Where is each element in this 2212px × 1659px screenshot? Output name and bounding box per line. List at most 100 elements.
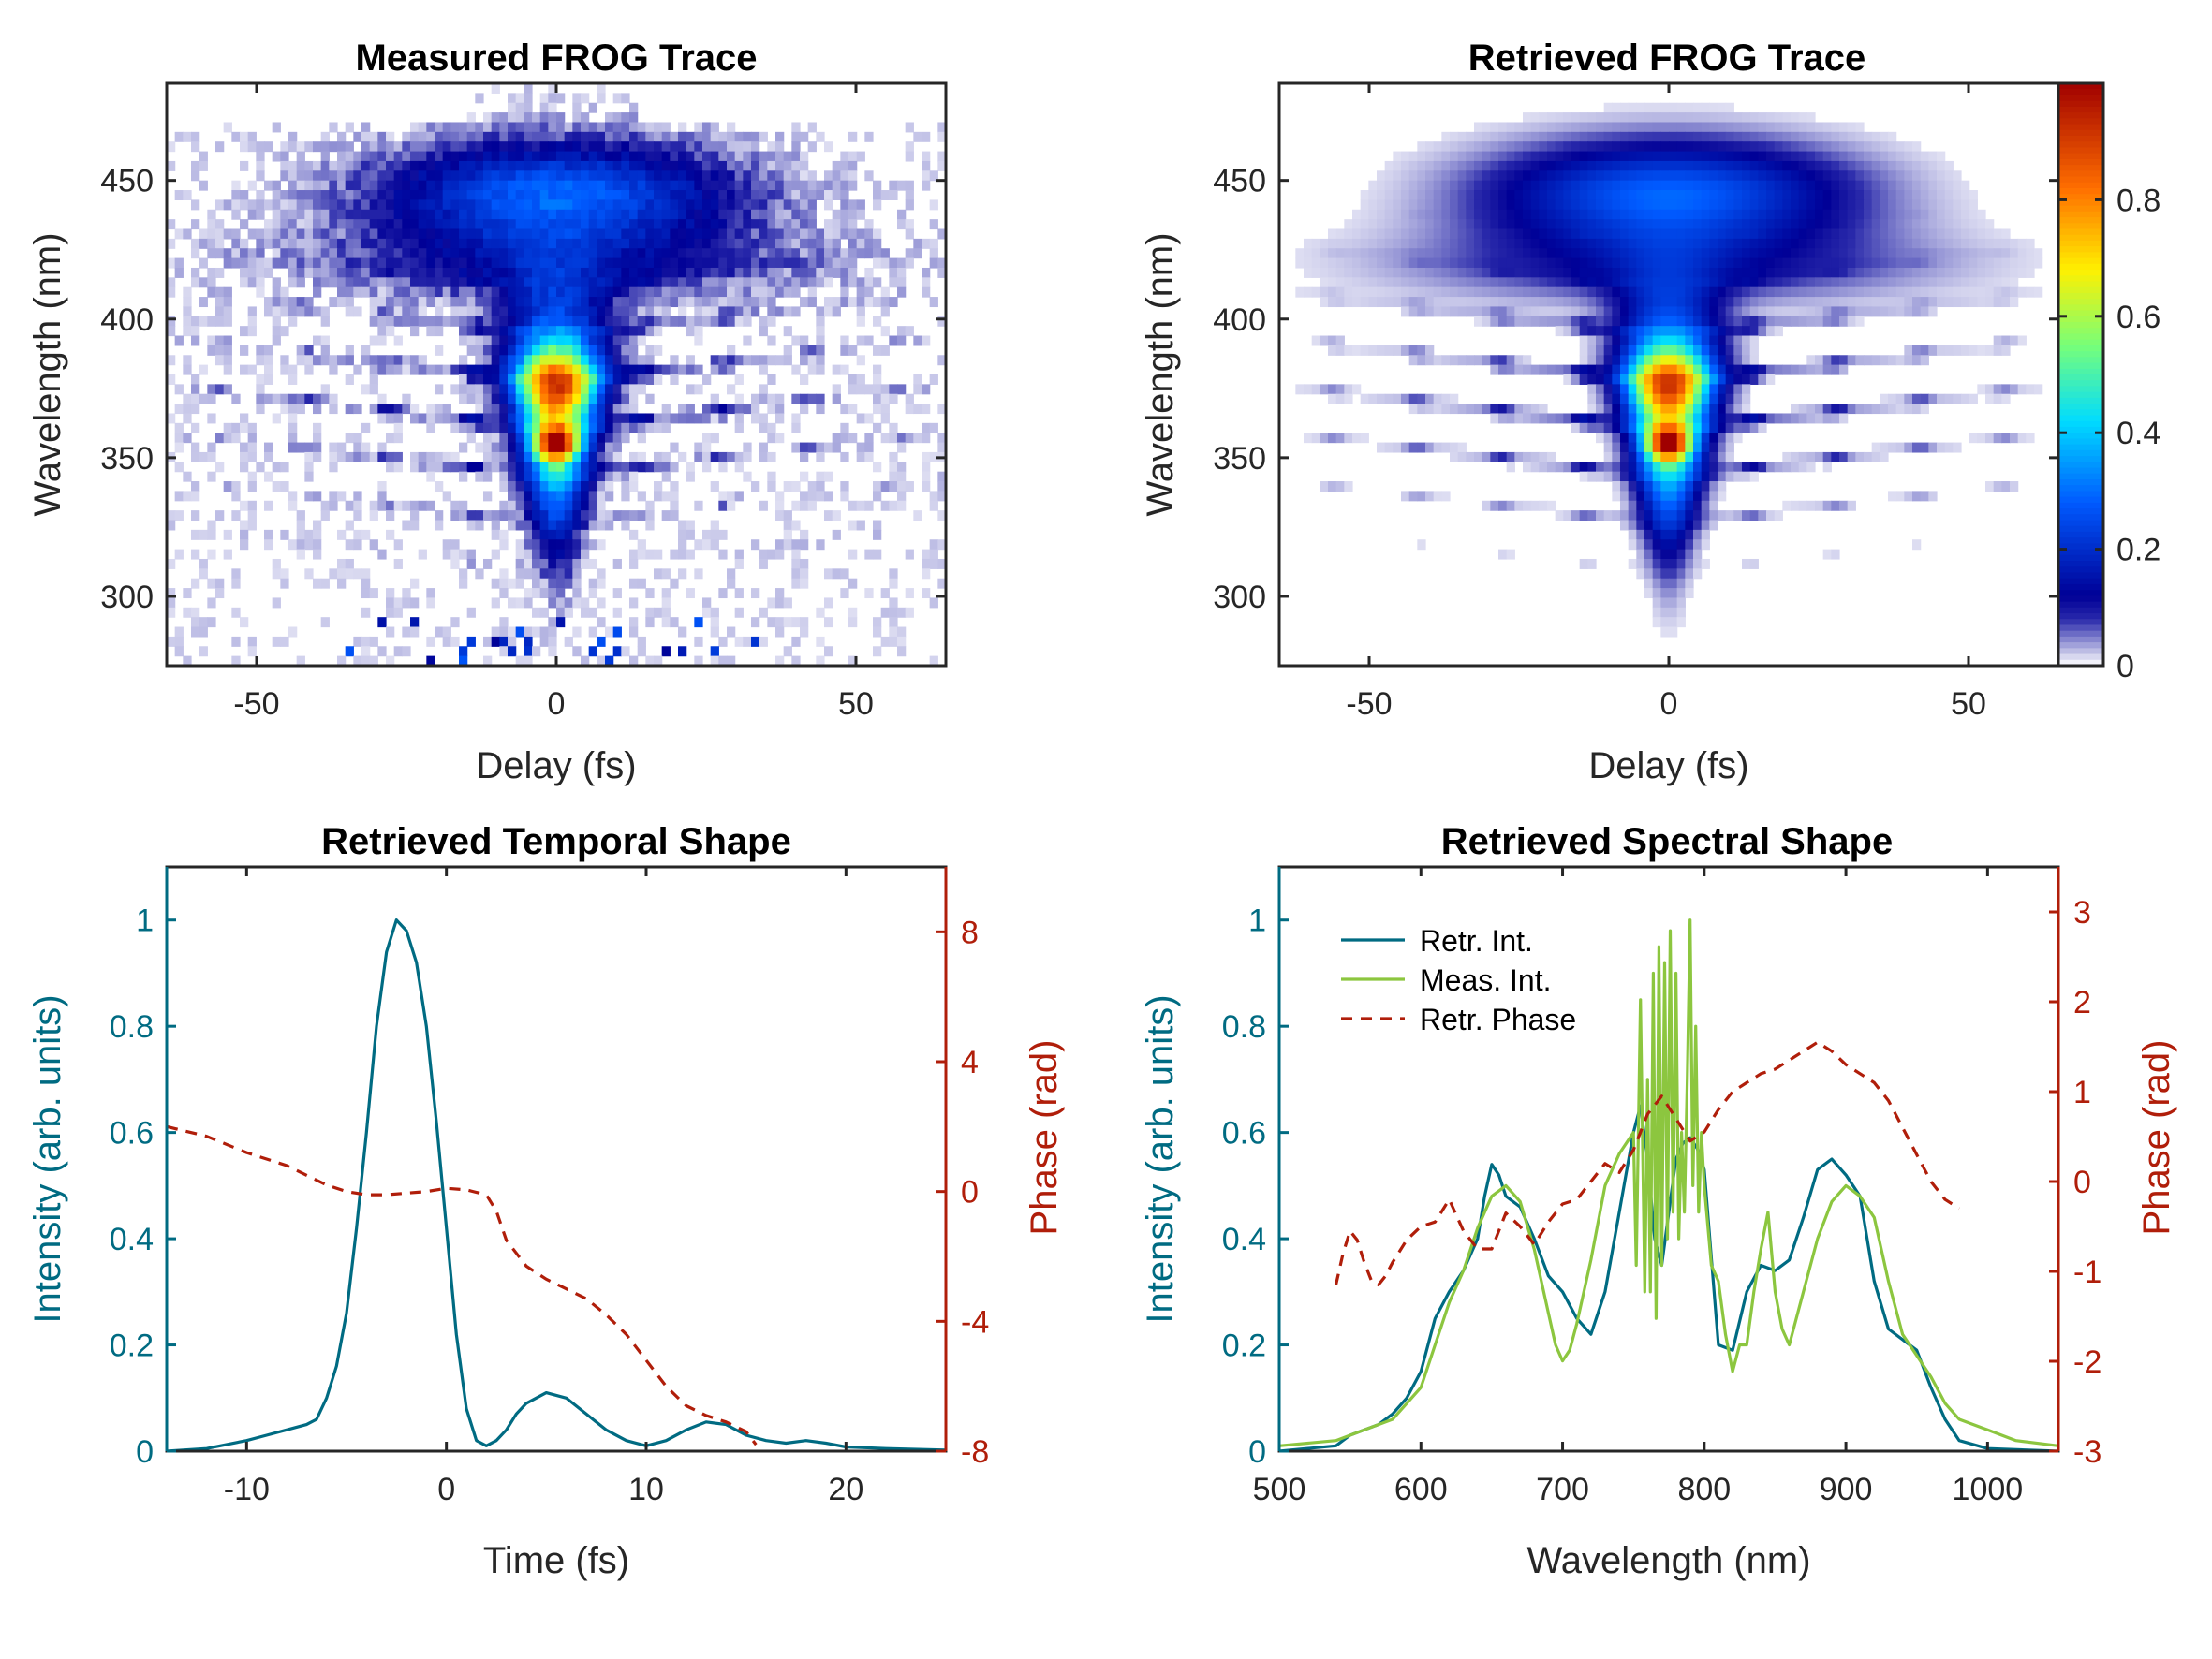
heatmap-cell <box>1523 228 1532 240</box>
heatmap-cell <box>637 491 646 502</box>
heatmap-cell <box>1295 257 1305 269</box>
heatmap-cell <box>661 180 671 191</box>
heatmap-cell <box>848 549 858 560</box>
heatmap-cell <box>491 529 500 540</box>
heatmap-cell <box>937 558 947 569</box>
heatmap-cell <box>1644 326 1654 337</box>
heatmap-cell <box>743 316 752 327</box>
heatmap-cell <box>1904 219 1913 230</box>
heatmap-cell <box>727 257 736 269</box>
heatmap-cell <box>588 335 597 346</box>
heatmap-cell <box>1806 297 1816 308</box>
heatmap-cell <box>759 190 768 200</box>
heatmap-cell <box>937 151 947 162</box>
heatmap-cell <box>508 384 517 395</box>
heatmap-cell <box>386 238 395 249</box>
heatmap-cell <box>1758 326 1767 337</box>
heatmap-cell <box>491 316 500 327</box>
heatmap-cell <box>816 277 825 288</box>
heatmap-cell <box>743 131 752 142</box>
heatmap-cell <box>743 180 752 191</box>
heatmap-cell <box>361 209 371 220</box>
heatmap-cell <box>1311 335 1320 346</box>
heatmap-cell <box>418 257 427 269</box>
heatmap-cell <box>539 190 549 200</box>
heatmap-cell <box>694 122 703 133</box>
heatmap-cell <box>1563 209 1572 220</box>
heatmap-cell <box>1895 286 1905 298</box>
heatmap-cell <box>1620 199 1630 211</box>
heatmap-cell <box>588 422 597 433</box>
heatmap-cell <box>320 141 330 153</box>
heatmap-cell <box>515 384 524 395</box>
heatmap-cell <box>751 393 760 404</box>
heatmap-cell <box>231 257 241 269</box>
heatmap-cell <box>386 529 395 540</box>
heatmap-cell <box>1791 170 1800 182</box>
heatmap-cell <box>1693 160 1703 171</box>
heatmap-cell <box>1644 112 1654 124</box>
heatmap-cell <box>588 248 597 259</box>
heatmap-cell <box>889 578 898 589</box>
heatmap-cell <box>1587 151 1597 162</box>
heatmap-cell <box>1693 374 1703 385</box>
heatmap-cell <box>1904 151 1913 162</box>
heatmap-cell <box>1701 190 1710 200</box>
heatmap-cell <box>1709 238 1718 249</box>
heatmap-cell <box>922 549 931 560</box>
heatmap-cell <box>824 199 833 211</box>
heatmap-cell <box>1880 228 1889 240</box>
heatmap-cell <box>718 451 728 462</box>
heatmap-cell <box>1944 209 1954 220</box>
heatmap-cell <box>759 326 768 337</box>
heatmap-cell <box>1669 326 1678 337</box>
heatmap-cell <box>483 364 493 375</box>
heatmap-cell <box>207 209 216 220</box>
heatmap-cell <box>791 539 801 551</box>
heatmap-cell <box>670 131 679 142</box>
heatmap-cell <box>1482 151 1491 162</box>
heatmap-cell <box>524 539 533 551</box>
heatmap-cell <box>410 462 420 473</box>
heatmap-cell <box>572 384 582 395</box>
measured-frog-title: Measured FROG Trace <box>355 37 757 79</box>
heatmap-cell <box>304 539 314 551</box>
heatmap-cell <box>386 190 395 200</box>
heatmap-cell <box>483 238 493 249</box>
heatmap-cell <box>1944 190 1954 200</box>
heatmap-cell <box>710 267 719 278</box>
heatmap-cell <box>515 539 524 551</box>
heatmap-cell <box>597 199 606 211</box>
heatmap-cell <box>661 451 671 462</box>
heatmap-cell <box>564 228 573 240</box>
heatmap-cell <box>686 355 695 366</box>
heatmap-cell <box>320 355 330 366</box>
heatmap-cell <box>556 180 566 191</box>
heatmap-cell <box>1928 209 1938 220</box>
heatmap-cell <box>1871 141 1880 153</box>
heatmap-cell <box>1652 355 1661 366</box>
heatmap-cell <box>694 180 703 191</box>
heatmap-cell <box>450 219 460 230</box>
heatmap-cell <box>329 568 338 580</box>
heatmap-cell <box>816 326 825 337</box>
heatmap-cell <box>1685 190 1694 200</box>
heatmap-cell <box>1539 122 1548 133</box>
heatmap-cell <box>621 238 630 249</box>
heatmap-cell <box>1676 286 1686 298</box>
heatmap-cell <box>718 151 728 162</box>
heatmap-cell <box>353 539 362 551</box>
heatmap-cell <box>1660 112 1670 124</box>
heatmap-cell <box>1636 141 1645 153</box>
heatmap-cell <box>783 617 792 628</box>
heatmap-cell <box>369 248 378 259</box>
heatmap-cell <box>499 316 509 327</box>
heatmap-cell <box>1530 364 1540 375</box>
heatmap-cell <box>1791 286 1800 298</box>
heatmap-cell <box>791 636 801 647</box>
heatmap-cell <box>1920 180 1929 191</box>
heatmap-cell <box>1847 131 1856 142</box>
heatmap-cell <box>1384 257 1394 269</box>
heatmap-cell <box>1620 141 1630 153</box>
heatmap-cell <box>296 297 305 308</box>
